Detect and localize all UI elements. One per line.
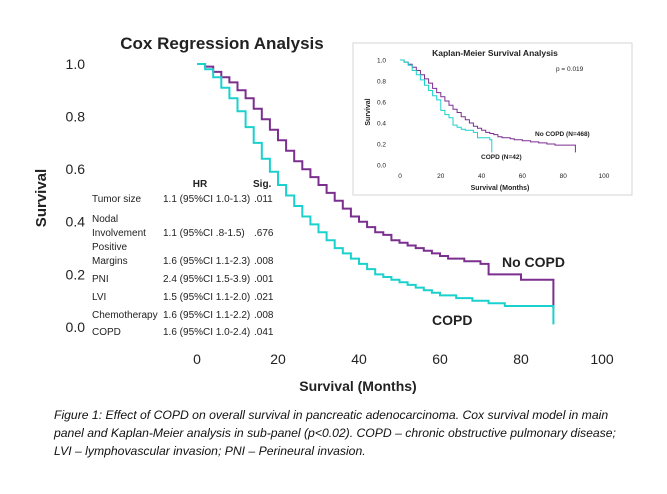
inset-series-group bbox=[400, 59, 576, 153]
inset-x-tick-labels: 0 20 40 60 80 100 bbox=[398, 173, 610, 180]
inset-y-tick-3: 0.6 bbox=[377, 99, 386, 106]
hr-row-6-hr: 1.6 (95%CI 1.0-2.4) bbox=[163, 327, 250, 338]
main-y-tick-4: 0.8 bbox=[66, 109, 86, 125]
main-series-group bbox=[197, 63, 555, 325]
hr-row-1-label-0: Nodal bbox=[92, 214, 118, 225]
main-x-tick-labels: 0 20 40 60 80 100 bbox=[193, 351, 614, 367]
hr-row-0-sig: .011 bbox=[254, 194, 273, 205]
main-y-tick-2: 0.4 bbox=[66, 214, 86, 230]
main-series-line-1 bbox=[197, 63, 555, 325]
inset-x-tick-4: 80 bbox=[560, 173, 568, 180]
hr-row-5-sig: .008 bbox=[254, 310, 274, 321]
figure-caption: Figure 1: Effect of COPD on overall surv… bbox=[54, 406, 654, 460]
inset-y-tick-2: 0.4 bbox=[377, 120, 386, 127]
inset-y-tick-1: 0.2 bbox=[377, 141, 386, 148]
hr-row-2-hr: 1.6 (95%CI 1.1-2.3) bbox=[163, 256, 250, 267]
main-y-axis-label: Survival bbox=[33, 169, 50, 227]
caption-line-1: Figure 1: Effect of COPD on overall surv… bbox=[54, 408, 609, 422]
hr-row-1-hr: 1.1 (95%CI .8-1.5) bbox=[163, 228, 245, 239]
hr-row-5-hr: 1.6 (95%CI 1.1-2.2) bbox=[163, 310, 250, 321]
hazard-ratio-table: HR Sig. Tumor size 1.1 (95%CI 1.0-1.3) .01… bbox=[92, 179, 274, 338]
hr-row-4-sig: .021 bbox=[254, 292, 274, 303]
hr-row-6-label-0: COPD bbox=[92, 327, 121, 338]
hr-row-0-hr: 1.1 (95%CI 1.0-1.3) bbox=[163, 194, 250, 205]
main-legend-no-copd: No COPD bbox=[502, 254, 565, 270]
main-y-tick-labels: 0.0 0.2 0.4 0.6 0.8 1.0 bbox=[66, 56, 86, 335]
main-x-tick-4: 80 bbox=[513, 351, 529, 367]
hr-row-4-hr: 1.5 (95%CI 1.1-2.0) bbox=[163, 292, 250, 303]
main-y-tick-1: 0.2 bbox=[66, 266, 86, 282]
inset-y-tick-0: 0.0 bbox=[377, 162, 386, 169]
hr-table-header-hr: HR bbox=[193, 179, 208, 190]
inset-y-tick-4: 0.8 bbox=[377, 78, 386, 85]
hr-row-3-sig: .001 bbox=[254, 274, 274, 285]
main-series-line-0 bbox=[197, 63, 555, 309]
hr-row-2-label-1: Margins bbox=[92, 256, 128, 267]
inset-y-tick-5: 1.0 bbox=[377, 57, 386, 64]
main-x-tick-5: 100 bbox=[590, 351, 614, 367]
hr-row-6-sig: .041 bbox=[254, 327, 274, 338]
hr-row-1-sig: .676 bbox=[254, 228, 274, 239]
inset-legend-no-copd: No COPD (N=468) bbox=[535, 131, 590, 138]
caption-line-2: panel and Kaplan-Meier analysis in sub-p… bbox=[54, 426, 616, 440]
inset-x-tick-1: 20 bbox=[437, 173, 445, 180]
hr-table-rows: Tumor size 1.1 (95%CI 1.0-1.3) .011 Nodal In… bbox=[92, 194, 274, 338]
hr-row-4-label-0: LVI bbox=[92, 292, 106, 303]
inset-series-line-0 bbox=[400, 59, 576, 153]
hr-row-1-label-1: Involvement bbox=[92, 228, 146, 239]
hr-row-2-sig: .008 bbox=[254, 256, 274, 267]
inset-y-axis-label: Survival bbox=[365, 98, 372, 125]
cox-regression-chart: Cox Regression Analysis 0.0 0.2 0.4 0.6 0.8 1… bbox=[33, 34, 614, 394]
main-x-tick-3: 60 bbox=[432, 351, 448, 367]
caption-line-3: LVI – lymphovascular invasion; PNI – Per… bbox=[54, 444, 366, 458]
main-y-tick-3: 0.6 bbox=[66, 161, 86, 177]
kaplan-meier-inset: Kaplan-Meier Survival Analysis p = 0.019… bbox=[352, 42, 633, 196]
inset-chart-title: Kaplan-Meier Survival Analysis bbox=[432, 48, 558, 58]
main-x-tick-0: 0 bbox=[193, 351, 201, 367]
main-x-tick-2: 40 bbox=[351, 351, 367, 367]
inset-x-tick-0: 0 bbox=[398, 173, 402, 180]
hr-row-2-label-0: Positive bbox=[92, 242, 127, 253]
inset-x-tick-5: 100 bbox=[599, 173, 610, 180]
main-chart-title: Cox Regression Analysis bbox=[120, 34, 323, 53]
inset-border bbox=[352, 42, 633, 196]
main-x-axis-label: Survival (Months) bbox=[299, 378, 416, 394]
inset-legend-copd: COPD (N=42) bbox=[481, 154, 522, 161]
hr-row-3-hr: 2.4 (95%CI 1.5-3.9) bbox=[163, 274, 250, 285]
inset-x-tick-3: 60 bbox=[519, 173, 527, 180]
main-legend-copd: COPD bbox=[432, 312, 472, 328]
inset-series-line-1 bbox=[400, 59, 493, 153]
main-y-tick-0: 0.0 bbox=[66, 319, 86, 335]
inset-x-tick-2: 40 bbox=[478, 173, 486, 180]
inset-y-tick-labels: 0.0 0.2 0.4 0.6 0.8 1.0 bbox=[377, 57, 386, 169]
hr-row-3-label-0: PNI bbox=[92, 274, 109, 285]
main-x-tick-1: 20 bbox=[270, 351, 286, 367]
inset-x-axis-label: Survival (Months) bbox=[471, 185, 530, 192]
inset-p-value: p = 0.019 bbox=[556, 66, 584, 73]
hr-row-0-label-0: Tumor size bbox=[92, 194, 142, 205]
main-y-tick-5: 1.0 bbox=[66, 56, 86, 72]
hr-table-header-sig: Sig. bbox=[253, 179, 272, 190]
hr-row-5-label-0: Chemotherapy bbox=[92, 310, 158, 321]
